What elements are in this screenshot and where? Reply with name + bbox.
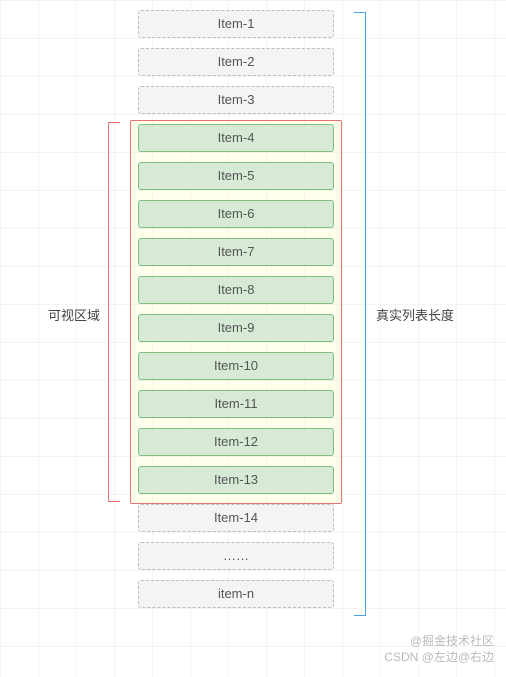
watermark-line-1: @掘金技术社区 [410, 632, 494, 649]
list-item: Item-10 [138, 352, 334, 380]
left-bracket [108, 122, 120, 502]
watermark-line-2: CSDN @左边@右边 [384, 648, 494, 665]
list-item: Item-7 [138, 238, 334, 266]
list-item: Item-4 [138, 124, 334, 152]
list-item: Item-13 [138, 466, 334, 494]
list-item: Item-11 [138, 390, 334, 418]
item-list-column: Item-1 Item-2 Item-3 Item-4 Item-5 Item-6 Item… [138, 10, 334, 618]
diagram-canvas: Item-1 Item-2 Item-3 Item-4 Item-5 Item-6 Item… [0, 0, 506, 677]
right-bracket-label: 真实列表长度 [376, 305, 454, 324]
list-item: Item-8 [138, 276, 334, 304]
list-item: Item-14 [138, 504, 334, 532]
list-item: item-n [138, 580, 334, 608]
list-item: Item-9 [138, 314, 334, 342]
list-item: …… [138, 542, 334, 570]
list-item: Item-3 [138, 86, 334, 114]
list-item: Item-5 [138, 162, 334, 190]
list-item: Item-12 [138, 428, 334, 456]
left-bracket-label: 可视区域 [48, 305, 100, 324]
list-item: Item-2 [138, 48, 334, 76]
list-item: Item-6 [138, 200, 334, 228]
list-item: Item-1 [138, 10, 334, 38]
right-bracket [354, 12, 366, 616]
